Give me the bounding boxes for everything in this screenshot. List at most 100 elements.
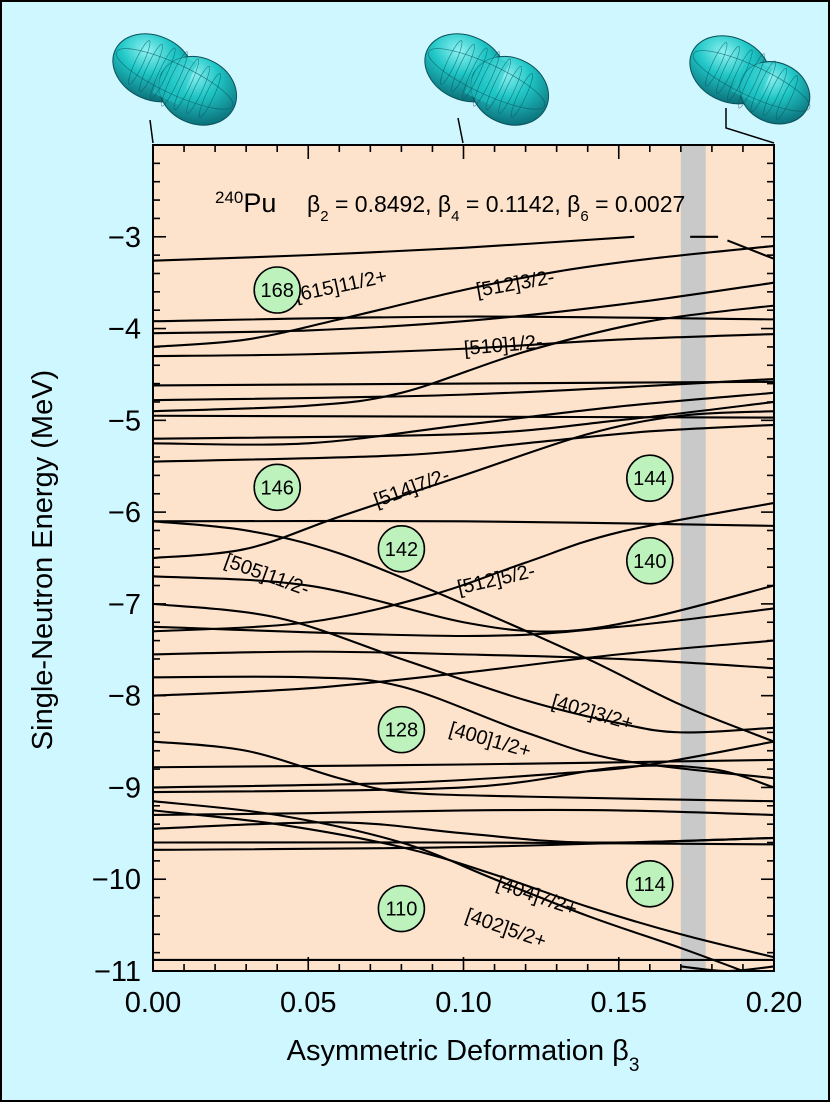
magic-number-circle xyxy=(625,536,674,585)
magic-number-label: 140 xyxy=(633,551,666,573)
shape-mesh-line xyxy=(139,43,163,92)
title-beta6-sub: 6 xyxy=(580,208,588,225)
level-line-32 xyxy=(152,841,775,846)
title-beta6-symbol: β xyxy=(567,191,580,217)
shape-neck xyxy=(464,51,510,105)
level-line-6 xyxy=(152,281,775,335)
magic-number-label: 128 xyxy=(385,720,418,742)
shape-mesh-line xyxy=(451,43,475,92)
level-line-31 xyxy=(152,809,775,959)
title-beta2-symbol: β xyxy=(307,191,320,217)
level-line-28 xyxy=(152,764,775,794)
x-tick-label: 0.00 xyxy=(125,987,181,1019)
shape-mesh-line xyxy=(115,48,234,110)
x-axis-label-text: Asymmetric Deformation xyxy=(287,1035,613,1067)
title-beta4-value: = 0.1142, xyxy=(460,191,568,217)
level-line-11 xyxy=(152,414,775,419)
shape-mesh-line xyxy=(738,53,766,109)
shape-mesh-line xyxy=(161,51,189,107)
shape-mesh-line xyxy=(186,65,211,114)
magic-number-label: 114 xyxy=(634,874,666,896)
x-tick-label: 0.15 xyxy=(591,987,647,1019)
y-tick-label: −5 xyxy=(108,405,141,437)
level-line-20 xyxy=(152,602,775,734)
title-beta2-sub: 2 xyxy=(320,208,328,225)
level-line-9 xyxy=(152,304,775,413)
level-line-22 xyxy=(152,650,775,670)
magic-number-circle xyxy=(377,525,426,573)
magic-number-group: 168 146 142 144 140 128 110 114 xyxy=(253,266,674,933)
title-nucleus: Pu xyxy=(243,188,276,218)
shape-mesh-line xyxy=(510,73,533,118)
shape-leader-line xyxy=(149,119,154,144)
level-line-3 xyxy=(727,239,775,260)
level-line-24 xyxy=(152,639,775,697)
level-line-4 xyxy=(152,244,775,348)
level-line-14 xyxy=(152,391,775,446)
shape-mesh-line xyxy=(150,47,176,100)
shaded-band xyxy=(680,145,706,971)
y-tick-label: −9 xyxy=(108,772,141,804)
chart-title: 240Pu xyxy=(215,188,276,219)
shape-mesh-line xyxy=(692,50,811,112)
x-axis-label-symbol: β xyxy=(612,1035,629,1067)
shape-mesh-line xyxy=(763,67,788,116)
chart-deformation-params: β2 = 0.8492, β4 = 0.1142, β6 = 0.0027 xyxy=(307,191,685,225)
y-tick-label: −11 xyxy=(94,956,141,988)
tick-group: −3 −4 −5 −6 −7 −8 −9 −10 −110.00 0.05 0.10 0.15 0.20 xyxy=(92,144,802,1019)
y-tick-label: −4 xyxy=(108,314,141,346)
nuclear-shape-3 xyxy=(689,35,811,125)
magic-number-label: 142 xyxy=(385,539,418,561)
title-mass-number: 240 xyxy=(215,188,243,207)
shape-mesh-line xyxy=(427,48,546,110)
level-line-25 xyxy=(152,740,775,803)
level-line-1 xyxy=(152,235,635,262)
shape-neck xyxy=(731,56,773,104)
y-axis-label: Single-Neutron Energy (MeV) xyxy=(27,370,59,750)
shape-mesh-line xyxy=(775,75,798,120)
shape-mesh-line xyxy=(716,45,740,94)
shape-leader-line xyxy=(725,108,775,144)
magic-number-label: 146 xyxy=(261,477,294,499)
level-line-7 xyxy=(152,333,775,358)
shape-mesh-line xyxy=(705,42,728,87)
magic-number-circle xyxy=(625,860,674,908)
level-line-21 xyxy=(152,607,775,638)
magic-number-circle xyxy=(253,266,302,314)
title-beta4-symbol: β xyxy=(438,191,451,217)
level-line-5 xyxy=(152,315,775,323)
y-tick-label: −7 xyxy=(108,589,141,621)
magic-number-circle xyxy=(377,884,426,933)
nuclear-shape-1 xyxy=(112,33,238,126)
title-beta2-value: = 0.8492, xyxy=(329,191,438,217)
nuclear-shape-2 xyxy=(424,33,550,126)
x-tick-label: 0.10 xyxy=(435,987,491,1019)
level-line-34 xyxy=(152,800,744,972)
level-line-18 xyxy=(152,501,775,633)
shape-neck xyxy=(152,51,198,105)
shape-mesh-line xyxy=(462,47,488,100)
level-line-15 xyxy=(152,410,775,560)
level-line-12 xyxy=(152,400,775,440)
magic-number-circle xyxy=(625,454,674,502)
shape-leader-line xyxy=(457,117,464,144)
y-tick-label: −8 xyxy=(108,681,141,713)
level-line-8 xyxy=(152,380,775,387)
level-line-26 xyxy=(152,758,775,769)
level-line-13 xyxy=(152,423,775,463)
nuclear-shape-group xyxy=(112,33,811,144)
title-beta4-sub: 4 xyxy=(451,208,459,225)
x-tick-label: 0.20 xyxy=(746,987,802,1019)
level-line-29 xyxy=(152,808,775,817)
x-axis-label-sub: 3 xyxy=(629,1055,640,1076)
shape-mesh-line xyxy=(727,49,753,102)
y-tick-label: −6 xyxy=(108,497,141,529)
level-line-10 xyxy=(152,377,775,402)
magic-number-label: 168 xyxy=(261,280,294,302)
x-axis-label: Asymmetric Deformation β3 xyxy=(287,1035,640,1076)
shape-mesh-line xyxy=(440,40,463,85)
level-line-33 xyxy=(152,836,775,851)
shape-mesh-line xyxy=(498,65,523,114)
